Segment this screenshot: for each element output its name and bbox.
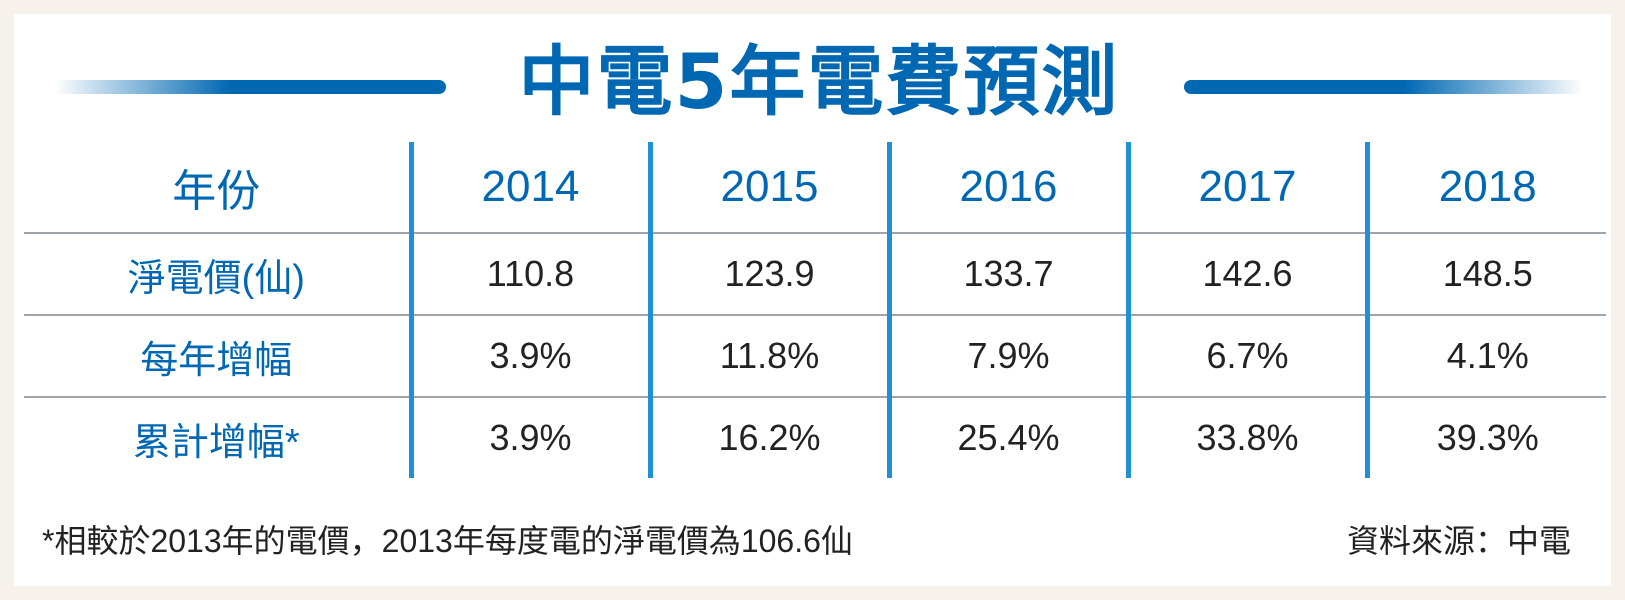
- table-cell: 3.9%: [408, 314, 650, 397]
- table-cell: 133.7: [886, 232, 1128, 315]
- table-row: 累計增幅* 3.9% 16.2% 25.4% 33.8% 39.3%: [24, 396, 1606, 478]
- table-cell: 7.9%: [886, 314, 1128, 397]
- row-label-annual-increase: 每年增幅: [24, 314, 411, 397]
- table-cell: 33.8%: [1125, 396, 1367, 478]
- source-credit: 資料來源：中電: [1346, 523, 1571, 559]
- title-row: 中電5年電費預測: [14, 32, 1611, 132]
- title-rule-left: [54, 80, 446, 94]
- table-cell: 3.9%: [408, 396, 650, 478]
- title-rule-right: [1184, 80, 1584, 94]
- table-header-row: 年份 2014 2015 2016 2017 2018: [24, 142, 1606, 233]
- table-row: 每年增幅 3.9% 11.8% 7.9% 6.7% 4.1%: [24, 314, 1606, 397]
- forecast-table: 年份 2014 2015 2016 2017 2018 淨電價(仙) 110.8…: [24, 142, 1606, 478]
- table-cell: 142.6: [1125, 232, 1367, 315]
- table-cell: 110.8: [408, 232, 650, 315]
- table-cell: 123.9: [647, 232, 889, 315]
- header-year: 2018: [1364, 142, 1606, 233]
- table-cell: 4.1%: [1364, 314, 1606, 397]
- header-year-label: 年份: [172, 167, 261, 216]
- table-cell: 148.5: [1364, 232, 1606, 315]
- table-cell: 6.7%: [1125, 314, 1367, 397]
- header-year: 2017: [1125, 142, 1367, 233]
- table-cell: 16.2%: [647, 396, 889, 478]
- table-cell: 11.8%: [647, 314, 889, 397]
- table-cell: 25.4%: [886, 396, 1128, 478]
- forecast-card: 中電5年電費預測 年份 2014 2015 2016 2017 2018 淨電價…: [14, 14, 1611, 586]
- header-year: 2015: [647, 142, 889, 233]
- row-label-cumulative-increase: 累計增幅*: [24, 396, 411, 478]
- row-label-net-tariff: 淨電價(仙): [24, 232, 411, 315]
- page-title: 中電5年電費預測: [518, 37, 1120, 126]
- table-row: 淨電價(仙) 110.8 123.9 133.7 142.6 148.5: [24, 232, 1606, 315]
- header-year: 2016: [886, 142, 1128, 233]
- footnote: *相較於2013年的電價，2013年每度電的淨電價為106.6仙: [42, 523, 853, 559]
- header-year: 2014: [408, 142, 650, 233]
- table-cell: 39.3%: [1364, 396, 1606, 478]
